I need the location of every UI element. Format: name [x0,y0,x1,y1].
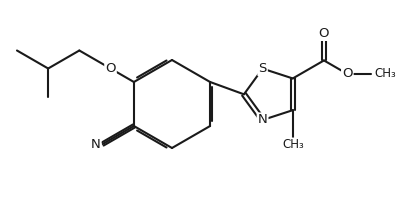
Text: O: O [342,67,353,80]
Text: S: S [258,62,267,75]
Text: N: N [91,138,101,151]
Text: CH₃: CH₃ [282,138,304,152]
Text: O: O [105,62,116,75]
Text: N: N [258,113,267,127]
Text: CH₃: CH₃ [375,67,396,80]
Text: O: O [319,27,329,40]
